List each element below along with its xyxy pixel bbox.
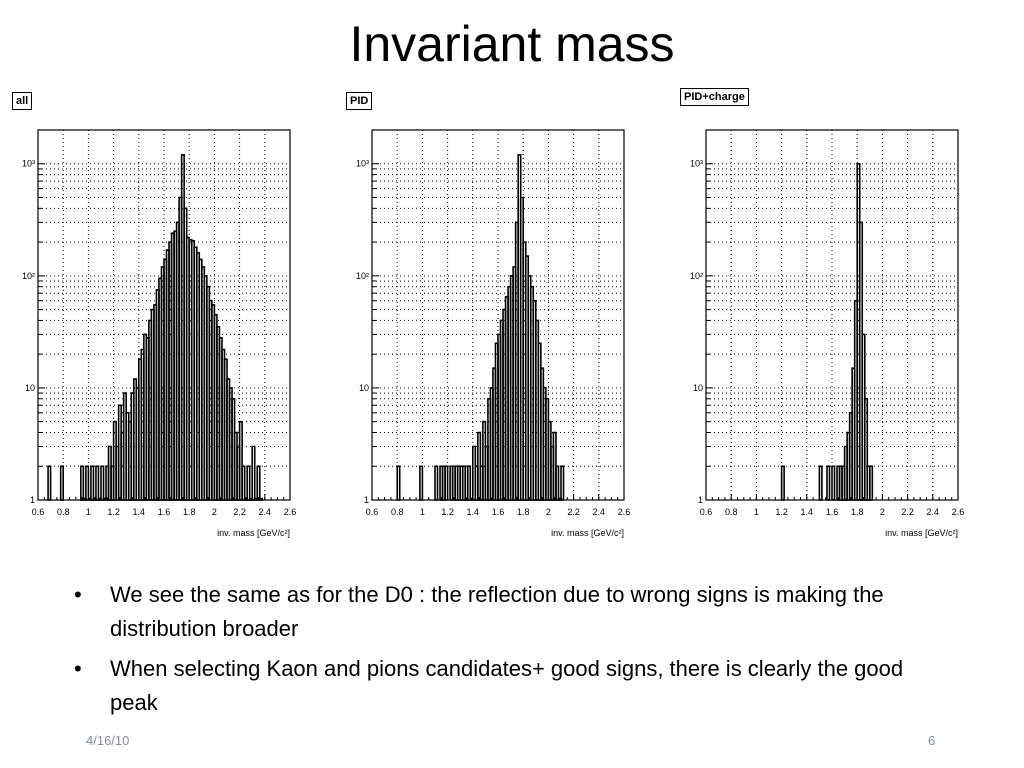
slide-title: Invariant mass bbox=[349, 16, 675, 72]
y-tick-label: 10² bbox=[22, 271, 35, 281]
bullet-text: When selecting Kaon and pions candidates… bbox=[110, 656, 904, 715]
histogram-bar bbox=[80, 465, 85, 501]
histogram-bar bbox=[246, 465, 251, 501]
x-tick-label: 1.2 bbox=[441, 507, 454, 517]
x-tick-label: 1 bbox=[754, 507, 759, 517]
x-tick-label: 2.2 bbox=[233, 507, 246, 517]
bullet-list: • We see the same as for the D0 : the re… bbox=[70, 578, 950, 726]
x-tick-label: 1.2 bbox=[775, 507, 788, 517]
histogram-bar bbox=[47, 465, 52, 501]
bullet-item: • We see the same as for the D0 : the re… bbox=[70, 578, 950, 646]
y-tick-label: 1 bbox=[30, 495, 35, 505]
x-tick-label: 1 bbox=[420, 507, 425, 517]
histogram-bar bbox=[869, 465, 874, 501]
bullet-dot-icon: • bbox=[74, 656, 82, 681]
y-tick-label: 10 bbox=[693, 383, 703, 393]
y-tick-label: 10² bbox=[356, 271, 369, 281]
x-tick-label: 2.6 bbox=[284, 507, 297, 517]
histogram-bar bbox=[466, 465, 472, 501]
x-tick-label: 0.6 bbox=[366, 507, 379, 517]
x-tick-label: 2 bbox=[212, 507, 217, 517]
x-tick-label: 0.8 bbox=[391, 507, 404, 517]
x-tick-label: 1 bbox=[86, 507, 91, 517]
histogram-panel-pid: 0.6 0.8 1 1.2 1.4 1.6 1.8 2 2.2 2.4 2.6 1 10 10² 10³ in… bbox=[342, 88, 642, 548]
histogram-bar bbox=[560, 465, 565, 501]
y-tick-label: 10² bbox=[690, 271, 703, 281]
histogram-bar bbox=[555, 465, 560, 501]
x-tick-label: 1.4 bbox=[801, 507, 814, 517]
histogram-bar bbox=[434, 465, 439, 501]
x-axis-label: inv. mass [GeV/c²] bbox=[551, 528, 624, 538]
x-tick-label: 2.4 bbox=[593, 507, 606, 517]
x-axis-label: inv. mass [GeV/c²] bbox=[885, 528, 958, 538]
x-tick-label: 1.6 bbox=[492, 507, 505, 517]
histogram-chart-pid-charge: 0.6 0.8 1 1.2 1.4 1.6 1.8 2 2.2 2.4 2.6 1 10 10² 10³ in… bbox=[690, 129, 965, 538]
x-tick-label: 2 bbox=[546, 507, 551, 517]
slide-number: 6 bbox=[928, 733, 936, 748]
x-tick-label: 2.6 bbox=[618, 507, 631, 517]
histogram-panel-pid-charge: 0.6 0.8 1 1.2 1.4 1.6 1.8 2 2.2 2.4 2.6 1 10 10² 10³ in… bbox=[676, 88, 976, 548]
histogram-bar bbox=[256, 465, 261, 501]
x-tick-label: 1.6 bbox=[158, 507, 171, 517]
x-tick-label: 2.6 bbox=[952, 507, 965, 517]
y-tick-label: 1 bbox=[364, 495, 369, 505]
x-tick-label: 1.4 bbox=[133, 507, 146, 517]
x-tick-label: 1.6 bbox=[826, 507, 839, 517]
histogram-bar bbox=[90, 465, 95, 501]
histogram-panel-all: 0.6 0.8 1 1.2 1.4 1.6 1.8 2 2.2 2.4 2.6 1 10 10² 10³ in… bbox=[8, 88, 308, 548]
bullet-dot-icon: • bbox=[74, 582, 82, 607]
x-tick-label: 2.4 bbox=[259, 507, 272, 517]
histogram-bar bbox=[826, 465, 831, 501]
x-tick-label: 1.2 bbox=[107, 507, 120, 517]
bullet-item: • When selecting Kaon and pions candidat… bbox=[70, 652, 950, 720]
x-tick-label: 2.4 bbox=[927, 507, 940, 517]
histogram-chart-pid: 0.6 0.8 1 1.2 1.4 1.6 1.8 2 2.2 2.4 2.6 1 10 10² 10³ in… bbox=[356, 129, 631, 538]
x-tick-label: 0.6 bbox=[700, 507, 713, 517]
x-tick-label: 2.2 bbox=[901, 507, 914, 517]
y-tick-label: 1 bbox=[698, 495, 703, 505]
x-axis-label: inv. mass [GeV/c²] bbox=[217, 528, 290, 538]
y-tick-label: 10 bbox=[359, 383, 369, 393]
histogram-bar bbox=[100, 465, 105, 501]
y-tick-label: 10³ bbox=[356, 159, 369, 169]
histogram-chart-all: 0.6 0.8 1 1.2 1.4 1.6 1.8 2 2.2 2.4 2.6 1 10 10² 10³ in… bbox=[22, 129, 297, 538]
histogram-bar bbox=[241, 465, 246, 501]
x-tick-label: 1.8 bbox=[851, 507, 864, 517]
y-tick-label: 10³ bbox=[22, 159, 35, 169]
x-tick-label: 2 bbox=[880, 507, 885, 517]
x-tick-label: 1.8 bbox=[183, 507, 196, 517]
histogram-name-label: PID+charge bbox=[680, 88, 749, 106]
histogram-name-label: all bbox=[12, 92, 33, 110]
x-tick-label: 2.2 bbox=[567, 507, 580, 517]
bullet-text: We see the same as for the D0 : the refl… bbox=[110, 582, 884, 641]
x-tick-label: 0.8 bbox=[57, 507, 70, 517]
y-tick-label: 10 bbox=[25, 383, 35, 393]
histogram-bar bbox=[95, 465, 100, 501]
y-tick-label: 10³ bbox=[690, 159, 703, 169]
histogram-name-label: PID bbox=[346, 92, 373, 110]
x-tick-label: 1.4 bbox=[467, 507, 480, 517]
x-tick-label: 0.6 bbox=[32, 507, 45, 517]
footer-date: 4/16/10 bbox=[86, 733, 130, 748]
histogram-bar bbox=[818, 465, 823, 501]
histogram-bar bbox=[251, 445, 256, 501]
x-tick-label: 1.8 bbox=[517, 507, 530, 517]
x-tick-label: 0.8 bbox=[725, 507, 738, 517]
